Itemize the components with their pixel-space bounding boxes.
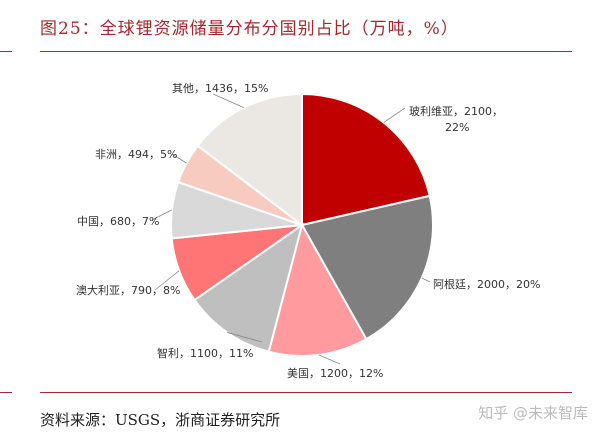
label-china: 中国，680，7% (77, 215, 160, 228)
label-bolivia: 玻利维亚，2100， (409, 105, 503, 118)
leader-line-6 (171, 153, 187, 164)
pie-slice-7 (196, 92, 303, 228)
title-rule-left (0, 51, 12, 52)
label-bolivia-pct: 22% (445, 121, 470, 134)
watermark: 知乎 @未来智库 (478, 404, 588, 422)
pie-slice-2 (267, 222, 368, 357)
leader-line-4 (154, 270, 180, 291)
label-africa: 非洲，494，5% (95, 148, 178, 161)
footer-rule-left (0, 392, 12, 393)
footer-rule (40, 392, 572, 393)
pie-slice-0 (301, 92, 431, 227)
leader-line-0 (383, 107, 406, 123)
leader-line-7 (212, 93, 244, 109)
label-usa: 美国，1200，12% (287, 367, 384, 380)
label-argentina: 阿根廷，2000，20% (433, 278, 541, 291)
leader-line-3 (226, 332, 263, 343)
label-chile: 智利，1100，11% (157, 347, 254, 360)
leader-line-5 (151, 209, 173, 221)
leader-line-1 (421, 277, 431, 283)
leader-lines (151, 93, 431, 365)
label-australia: 澳大利亚，790，8% (76, 284, 181, 297)
pie-slices (170, 92, 434, 357)
pie-slice-3 (193, 222, 304, 353)
title-rule (40, 51, 572, 52)
source-note: 资料来源：USGS，浙商证券研究所 (40, 411, 281, 429)
leader-line-2 (318, 354, 341, 365)
chart-title: 图25：全球锂资源储量分布分国别占比（万吨，%） (40, 19, 459, 39)
label-others: 其他，1436，15% (172, 82, 269, 95)
